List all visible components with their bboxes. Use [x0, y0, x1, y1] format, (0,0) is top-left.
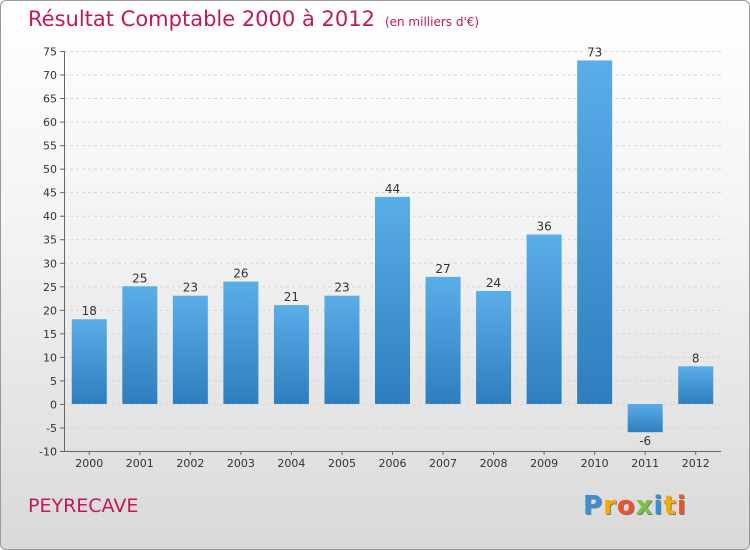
x-tick-label: 2005	[328, 457, 356, 470]
bar	[678, 366, 714, 404]
bar	[627, 403, 663, 433]
y-tick-label: 75	[43, 46, 57, 59]
x-tick-label: 2003	[227, 457, 255, 470]
bar-value-label: 25	[132, 271, 147, 285]
x-tick-label: 2011	[631, 457, 659, 470]
x-tick-label: 2007	[429, 457, 457, 470]
y-tick-label: 10	[43, 351, 57, 364]
x-tick-label: 2004	[277, 457, 305, 470]
y-tick-label: 15	[43, 328, 57, 341]
bar	[172, 295, 208, 404]
y-tick-label: -10	[39, 446, 57, 459]
y-tick-label: 50	[43, 163, 57, 176]
axis-layer: -10 -5 0 5 10 15 20 25 30 35 40 45 50 55 60 65 70 75 2000 2…	[39, 46, 721, 470]
bar-value-label: 24	[486, 276, 501, 290]
bar-value-label: 18	[82, 304, 97, 318]
x-tick-label: 2002	[176, 457, 204, 470]
logo-letter: x	[635, 491, 654, 521]
y-tick-label: 35	[43, 234, 57, 247]
x-tick-label: 2009	[530, 457, 558, 470]
y-tick-label: 60	[43, 116, 57, 129]
x-tick-label: 2010	[581, 457, 609, 470]
bar-value-label: 26	[233, 267, 248, 281]
logo-letter: o	[616, 491, 636, 521]
y-tick-label: 70	[43, 69, 57, 82]
bar	[476, 291, 512, 404]
y-tick-label: 20	[43, 304, 57, 317]
bar	[273, 305, 309, 404]
x-tick-label: 2008	[480, 457, 508, 470]
bar-value-label: -6	[639, 434, 651, 448]
bar	[577, 60, 613, 404]
x-tick-label: 2001	[126, 457, 154, 470]
y-tick-label: 0	[50, 398, 57, 411]
y-tick-label: 45	[43, 187, 57, 200]
bar	[324, 295, 360, 404]
proxiti-logo: Proxiti	[583, 491, 687, 521]
y-tick-label: 40	[43, 210, 57, 223]
x-tick-label: 2000	[75, 457, 103, 470]
y-tick-label: 25	[43, 281, 57, 294]
bar-value-label: 23	[334, 281, 349, 295]
logo-letter: t	[663, 491, 677, 521]
bar-layer	[71, 60, 714, 433]
y-tick-label: 65	[43, 93, 57, 106]
bar-value-label: 21	[284, 290, 299, 304]
label-layer: 18 25 23 26 21 23 44 27 24 36 73 -6 8	[82, 45, 700, 448]
logo-letter: r	[603, 491, 617, 521]
bar	[223, 281, 259, 404]
logo-letter: i	[676, 491, 687, 521]
logo-letter: P	[583, 491, 604, 521]
x-tick-label: 2006	[379, 457, 407, 470]
commune-name: PEYRECAVE	[28, 495, 139, 517]
bar	[526, 234, 562, 404]
y-tick-label: -5	[46, 422, 57, 435]
bar-value-label: 27	[435, 262, 450, 276]
bar-value-label: 23	[183, 281, 198, 295]
bar	[71, 319, 107, 404]
bar-value-label: 36	[536, 220, 551, 234]
bar	[425, 276, 461, 404]
bar-value-label: 8	[692, 351, 700, 365]
chart-title-block: Résultat Comptable 2000 à 2012 (en millie…	[28, 7, 479, 31]
bar-value-label: 73	[587, 45, 602, 59]
chart-subtitle: (en milliers d'€)	[384, 15, 480, 29]
y-tick-label: 5	[50, 375, 57, 388]
logo-letter: i	[653, 491, 664, 521]
bar	[375, 196, 410, 404]
chart-title: Résultat Comptable 2000 à 2012	[28, 7, 375, 31]
y-tick-label: 55	[43, 140, 57, 153]
bar-value-label: 44	[385, 182, 400, 196]
x-tick-label: 2012	[682, 457, 710, 470]
bar	[122, 286, 158, 404]
y-tick-label: 30	[43, 257, 57, 270]
